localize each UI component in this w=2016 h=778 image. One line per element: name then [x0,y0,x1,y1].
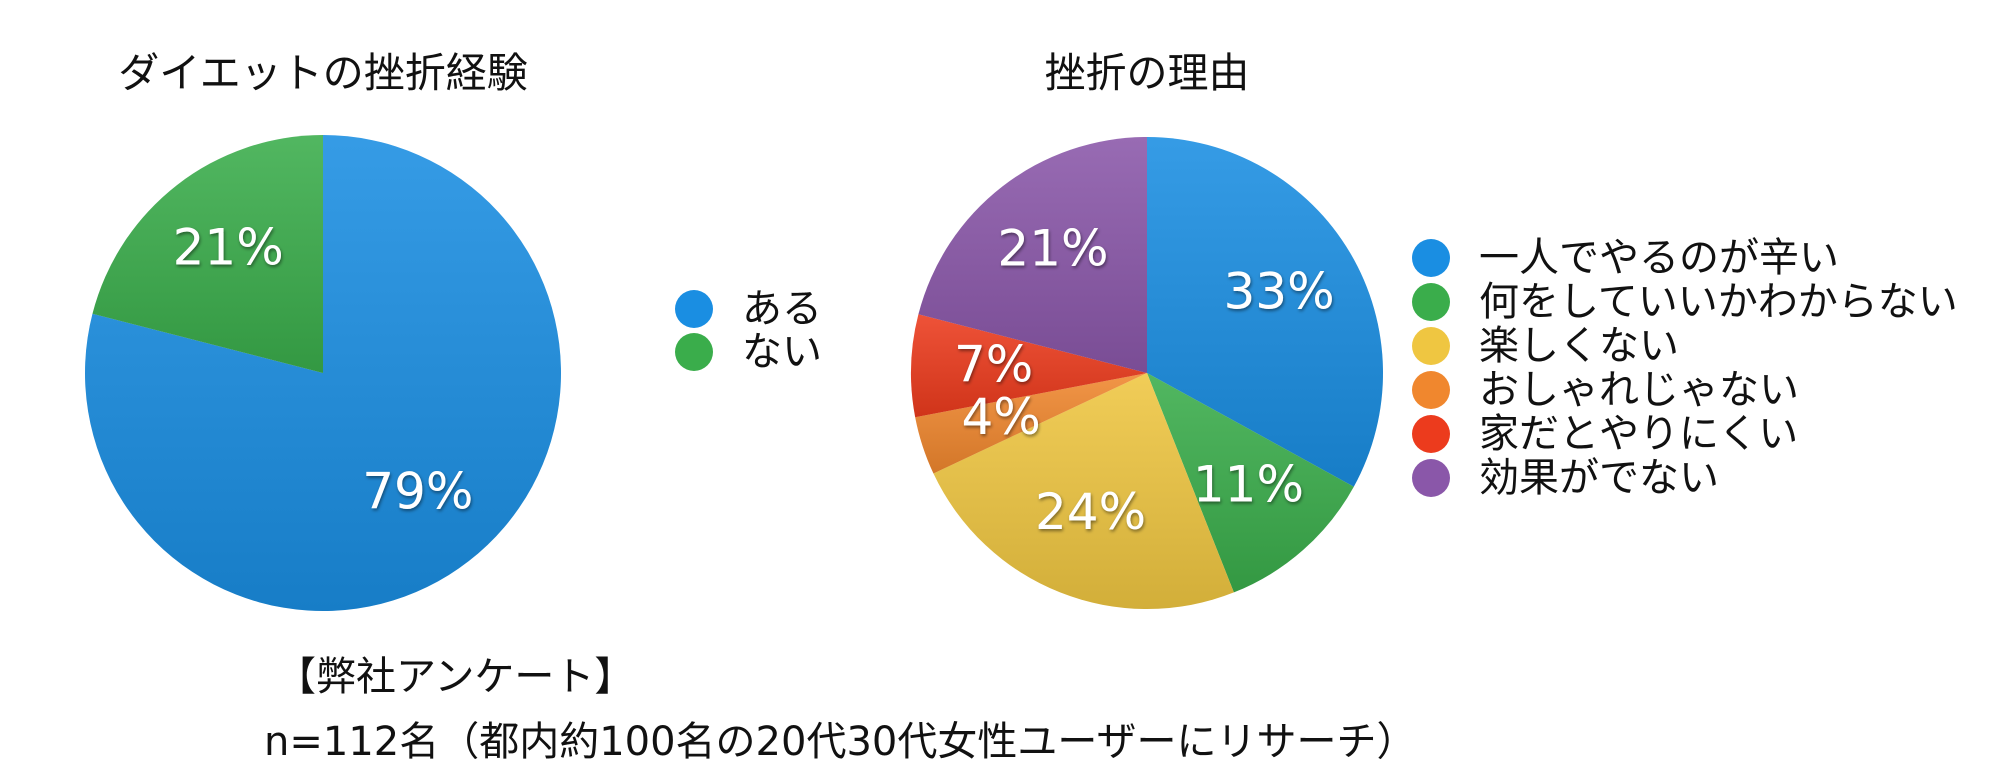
data-label: 21% [997,219,1108,277]
chart-title: 挫折の理由 [1045,49,1250,97]
legend-marker [1412,415,1450,453]
data-label: 24% [1035,483,1146,541]
legend-label: 家だとやりにくい [1479,411,1798,457]
slice-shade [1147,373,1354,593]
slice-shade [911,314,1147,418]
legend-marker [1412,327,1450,365]
legend-label: おしゃれじゃない [1479,367,1799,413]
legend-label: 効果がでない [1479,455,1719,501]
legend-label: ある [742,286,822,332]
data-label: 4% [961,388,1040,446]
slice-shade [918,137,1147,373]
slice-shade [92,135,324,373]
chart-title: ダイエットの挫折経験 [118,49,528,97]
legend-label: 何をしていいかわからない [1479,279,1958,325]
slice-shade [933,373,1234,609]
legend-marker [675,333,713,371]
data-label: 11% [1193,456,1304,514]
legend-label: 一人でやるのが辛い [1479,235,1839,281]
legend-marker [1412,371,1450,409]
data-label: 79% [362,463,473,521]
data-label: 21% [173,218,284,276]
data-label: 33% [1223,262,1334,320]
slice-shade [1147,137,1383,487]
legend-label: 楽しくない [1479,323,1679,369]
legend-marker [675,290,713,328]
legend-label: ない [742,329,822,375]
data-label: 7% [954,336,1033,394]
legend-marker [1412,459,1450,497]
footer-source: 【弊社アンケート】 [276,654,634,700]
legend-marker [1412,283,1450,321]
slice-shade [915,373,1147,474]
legend-marker [1412,239,1450,277]
footer-note: n=112名（都内約100名の20代30代女性ユーザーにリサーチ） [264,719,1417,765]
